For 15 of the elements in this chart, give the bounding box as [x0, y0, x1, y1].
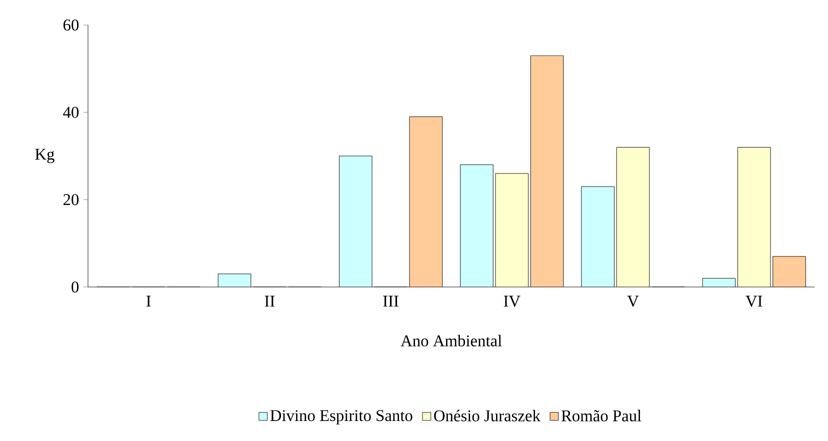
- y-tick-label: 0: [72, 281, 79, 293]
- x-tick-label: III: [383, 296, 398, 307]
- x-tick-label: I: [146, 296, 151, 307]
- y-tick-label: 60: [63, 19, 79, 31]
- x-tick-label: V: [627, 296, 639, 307]
- legend-label: Romão Paul: [561, 410, 642, 422]
- x-tick-label: II: [264, 296, 275, 307]
- legend-label: Divino Espirito Santo: [270, 410, 412, 424]
- x-axis-title: Ano Ambiental: [400, 334, 502, 346]
- y-axis-title: Kg: [35, 148, 54, 164]
- x-tick-label: IV: [504, 296, 520, 307]
- legend-label: Onésio Juraszek: [434, 410, 540, 422]
- y-tick-label: 40: [63, 106, 79, 118]
- y-tick-label: 20: [63, 194, 79, 206]
- x-tick-label: VI: [746, 296, 762, 307]
